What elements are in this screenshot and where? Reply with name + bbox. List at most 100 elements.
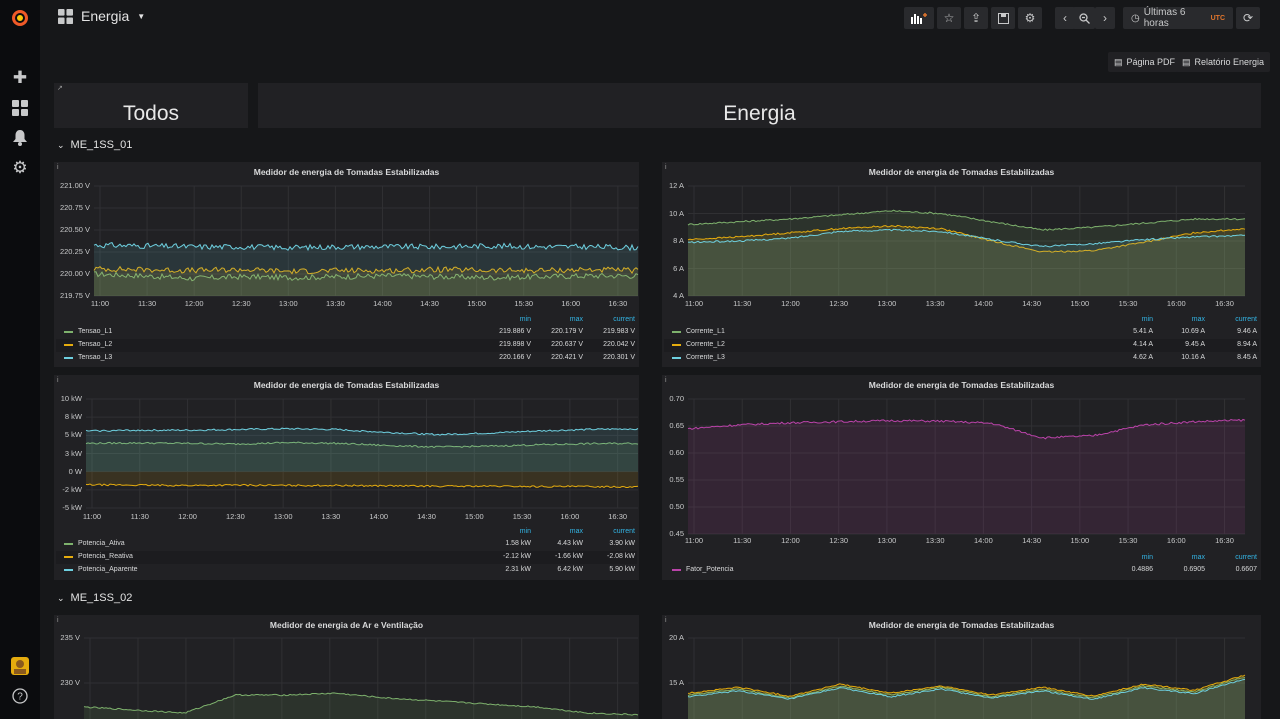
legend-value-current: 219.983 V <box>603 328 635 335</box>
legend-series-name[interactable]: Potencia_Reativa <box>78 553 133 560</box>
legend-series-name[interactable]: Potencia_Aparente <box>78 566 138 573</box>
panel-info-icon[interactable]: i <box>57 377 59 384</box>
legend-swatch[interactable] <box>64 331 73 333</box>
x-tick-label: 12:30 <box>225 512 245 521</box>
legend-header-max[interactable]: max <box>1191 554 1205 561</box>
row-header[interactable]: ⌄ ME_1SS_02 <box>57 592 132 604</box>
help-icon[interactable]: ? <box>10 686 30 706</box>
add-panel-button[interactable] <box>904 7 934 29</box>
graph-plot[interactable] <box>662 162 1261 367</box>
text-panel-title: Todos <box>122 102 180 125</box>
legend-swatch[interactable] <box>64 543 73 545</box>
legend-series-name[interactable]: Fator_Potencia <box>686 566 734 573</box>
legend-series-name[interactable]: Tensao_L2 <box>78 341 113 348</box>
series-area <box>94 242 638 296</box>
panel-title[interactable]: Medidor de energia de Tomadas Estabiliza… <box>868 167 1055 177</box>
panel-info-icon[interactable]: i <box>57 164 59 171</box>
report-link[interactable]: ▤ Relatório Energia <box>1176 52 1271 72</box>
external-link-icon[interactable]: ↗ <box>57 85 63 92</box>
legend-header-max[interactable]: max <box>569 528 583 535</box>
x-tick-label: 15:30 <box>1118 299 1138 308</box>
legend-row[interactable]: Tensao_L2 219.898 V 220.637 V 220.042 V <box>56 339 637 352</box>
pdf-link[interactable]: ▤ Página PDF <box>1108 52 1182 72</box>
plus-icon[interactable]: ✚ <box>12 68 28 87</box>
legend-row[interactable]: Potencia_Aparente 2.31 kW 6.42 kW 5.90 kW <box>56 564 637 577</box>
dashboards-icon[interactable] <box>10 98 30 118</box>
legend-row[interactable]: Tensao_L3 220.166 V 220.421 V 220.301 V <box>56 352 637 365</box>
graph-panel[interactable]: i Medidor de energia de Tomadas Estabiliz… <box>662 615 1261 719</box>
graph-panel[interactable]: i Medidor de energia de Tomadas Estabiliz… <box>662 162 1261 367</box>
legend-header-max[interactable]: max <box>569 316 583 323</box>
legend-row[interactable]: Fator_Potencia 0.4886 0.6905 0.6607 <box>664 564 1259 577</box>
x-tick-label: 15:00 <box>1070 299 1090 308</box>
panel-title[interactable]: Medidor de energia de Ar e Ventilação <box>269 620 424 630</box>
legend-row[interactable]: Corrente_L1 5.41 A 10.69 A 9.46 A <box>664 326 1259 339</box>
zoom-out-button[interactable] <box>1073 7 1095 29</box>
series-line <box>85 441 639 449</box>
legend-swatch[interactable] <box>672 569 681 571</box>
series-line <box>93 271 639 282</box>
legend-swatch[interactable] <box>64 556 73 558</box>
star-button[interactable]: ☆ <box>937 7 961 29</box>
dashboard-title: Energia <box>81 8 130 24</box>
graph-plot[interactable] <box>54 375 639 580</box>
refresh-button[interactable]: ⟳ <box>1236 7 1260 29</box>
graph-panel[interactable]: i Medidor de energia de Tomadas Estabiliz… <box>54 375 639 580</box>
legend-series-name[interactable]: Corrente_L2 <box>686 341 725 348</box>
dashboard-picker[interactable]: Energia ▼ <box>58 8 145 24</box>
legend-series-name[interactable]: Tensao_L1 <box>78 328 113 335</box>
user-avatar-icon[interactable] <box>10 656 30 676</box>
legend-row[interactable]: Tensao_L1 219.886 V 220.179 V 219.983 V <box>56 326 637 339</box>
legend-swatch[interactable] <box>672 357 681 359</box>
panel-title[interactable]: Medidor de energia de Tomadas Estabiliza… <box>253 380 440 390</box>
legend-row[interactable]: Corrente_L3 4.62 A 10.16 A 8.45 A <box>664 352 1259 365</box>
legend-header-min[interactable]: min <box>519 528 531 535</box>
legend-swatch[interactable] <box>64 357 73 359</box>
legend-header-current[interactable]: current <box>613 528 635 535</box>
time-back-button[interactable]: ‹ <box>1055 7 1075 29</box>
graph-plot[interactable] <box>54 162 639 367</box>
panel-title[interactable]: Medidor de energia de Tomadas Estabiliza… <box>253 167 440 177</box>
panel-info-icon[interactable]: i <box>57 617 59 624</box>
graph-plot[interactable] <box>662 375 1261 580</box>
legend-row[interactable]: Potencia_Reativa -2.12 kW -1.66 kW -2.08 kW <box>56 551 637 564</box>
time-range-picker[interactable]: ◷ Últimas 6 horas UTC <box>1123 7 1233 29</box>
legend-header-min[interactable]: min <box>1141 554 1153 561</box>
legend-header-current[interactable]: current <box>1235 554 1257 561</box>
legend-header-min[interactable]: min <box>1141 316 1153 323</box>
panel-info-icon[interactable]: i <box>665 377 667 384</box>
legend-series-name[interactable]: Corrente_L3 <box>686 354 725 361</box>
panel-title[interactable]: Medidor de energia de Tomadas Estabiliza… <box>868 620 1055 630</box>
row-header[interactable]: ⌄ ME_1SS_01 <box>57 139 132 151</box>
legend-swatch[interactable] <box>64 569 73 571</box>
graph-plot[interactable] <box>54 615 639 719</box>
legend-swatch[interactable] <box>64 344 73 346</box>
series-line <box>687 418 1246 440</box>
share-button[interactable]: ⇪ <box>964 7 988 29</box>
legend-swatch[interactable] <box>672 344 681 346</box>
graph-panel[interactable]: i Medidor de energia de Ar e Ventilação 23… <box>54 615 639 719</box>
legend-header-current[interactable]: current <box>1235 316 1257 323</box>
legend-series-name[interactable]: Potencia_Ativa <box>78 540 125 547</box>
bell-icon[interactable] <box>10 128 30 148</box>
legend-series-name[interactable]: Tensao_L3 <box>78 354 113 361</box>
settings-button[interactable]: ⚙ <box>1018 7 1042 29</box>
graph-panel[interactable]: i Medidor de energia de Tomadas Estabiliz… <box>662 375 1261 580</box>
graph-panel[interactable]: i Medidor de energia de Tomadas Estabiliz… <box>54 162 639 367</box>
series-line <box>687 228 1246 248</box>
panel-info-icon[interactable]: i <box>665 617 667 624</box>
legend-series-name[interactable]: Corrente_L1 <box>686 328 725 335</box>
grafana-logo-icon[interactable] <box>10 8 30 28</box>
panel-info-icon[interactable]: i <box>665 164 667 171</box>
gear-icon[interactable]: ⚙ <box>12 158 28 177</box>
save-button[interactable] <box>991 7 1015 29</box>
legend-header-current[interactable]: current <box>613 316 635 323</box>
legend-swatch[interactable] <box>672 331 681 333</box>
legend-row[interactable]: Potencia_Ativa 1.58 kW 4.43 kW 3.90 kW <box>56 538 637 551</box>
legend-row[interactable]: Corrente_L2 4.14 A 9.45 A 8.94 A <box>664 339 1259 352</box>
legend-header-max[interactable]: max <box>1191 316 1205 323</box>
panel-title[interactable]: Medidor de energia de Tomadas Estabiliza… <box>868 380 1055 390</box>
graph-plot[interactable] <box>662 615 1261 719</box>
legend-header-min[interactable]: min <box>519 316 531 323</box>
time-forward-button[interactable]: › <box>1095 7 1115 29</box>
